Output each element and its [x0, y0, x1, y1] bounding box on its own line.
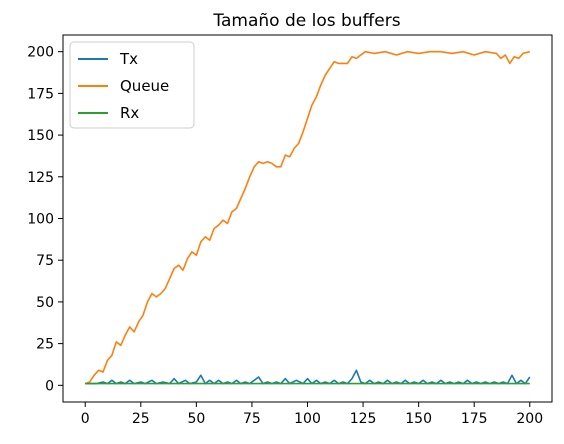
- y-tick-label: 150: [27, 128, 54, 144]
- series-line-tx: [85, 369, 531, 385]
- y-tick-label: 200: [27, 45, 54, 61]
- legend-label-tx: Tx: [119, 50, 138, 68]
- y-tick-label: 0: [45, 378, 54, 394]
- x-tick-label: 0: [81, 411, 90, 427]
- y-tick-label: 75: [36, 253, 54, 269]
- y-axis: 0 25 50 75 100 125 150 175 200: [27, 45, 63, 394]
- legend-label-queue: Queue: [120, 77, 169, 95]
- series-line-queue: [84, 50, 530, 385]
- x-tick-label: 125: [350, 411, 377, 427]
- y-tick-label: 175: [27, 86, 54, 102]
- x-tick-label: 75: [243, 411, 261, 427]
- x-tick-label: 200: [516, 411, 543, 427]
- x-tick-label: 25: [132, 411, 150, 427]
- x-tick-label: 100: [294, 411, 321, 427]
- x-tick-label: 50: [187, 411, 205, 427]
- x-tick-label: 150: [405, 411, 432, 427]
- y-tick-label: 100: [27, 212, 54, 228]
- y-tick-label: 125: [27, 170, 54, 186]
- x-tick-label: 175: [461, 411, 488, 427]
- series-layer: [84, 50, 531, 385]
- chart-title: Tamaño de los buffers: [212, 11, 400, 31]
- legend-box: [69, 41, 195, 129]
- legend: Tx Queue Rx: [69, 41, 195, 129]
- y-tick-label: 25: [36, 337, 54, 353]
- y-tick-label: 50: [36, 295, 54, 311]
- legend-label-rx: Rx: [120, 104, 139, 122]
- x-axis: 0 25 50 75 100 125 150 175 200: [81, 402, 543, 427]
